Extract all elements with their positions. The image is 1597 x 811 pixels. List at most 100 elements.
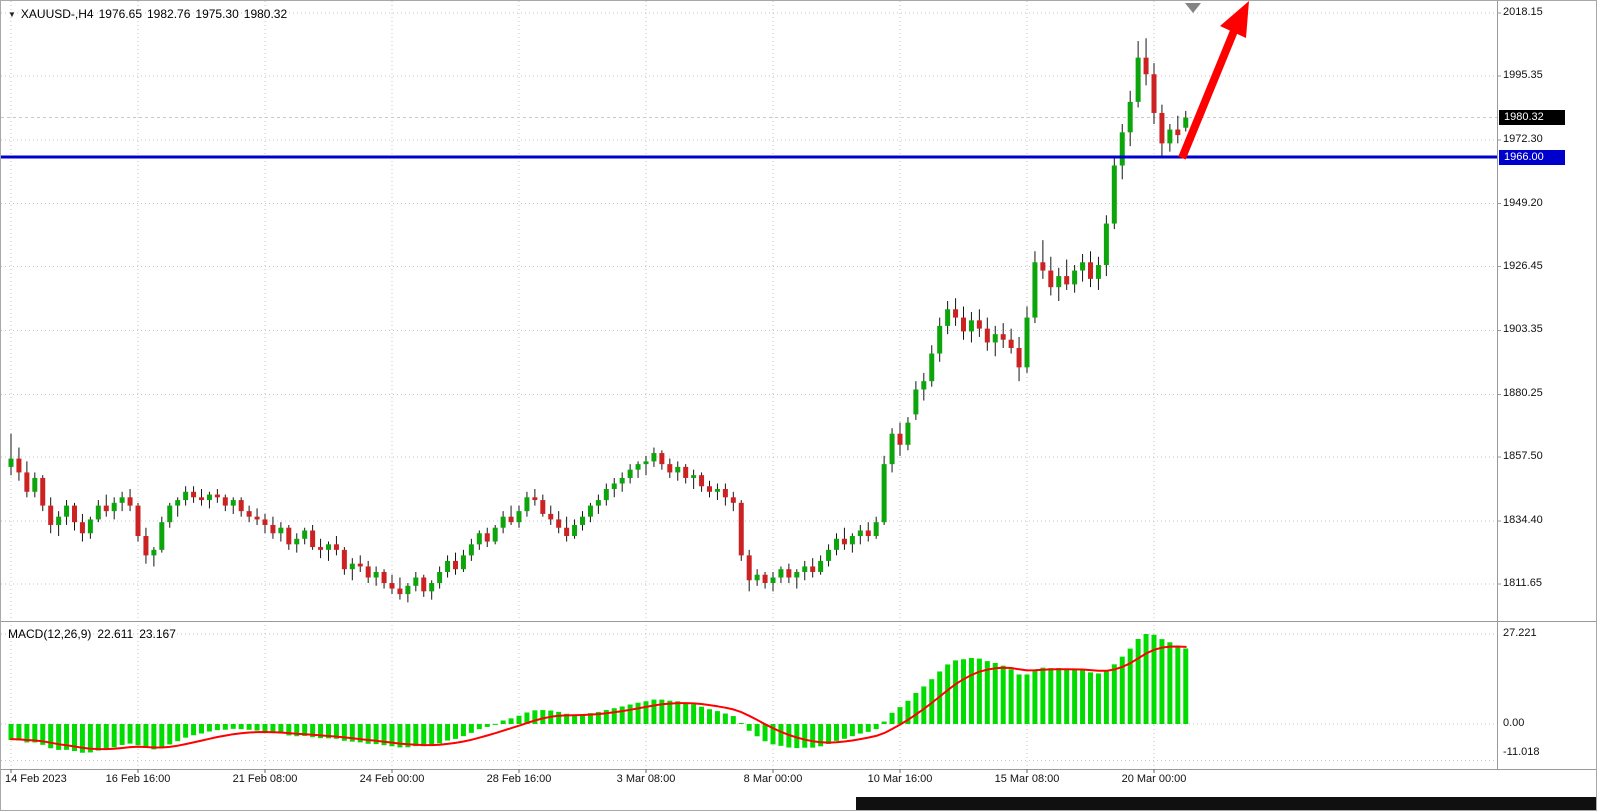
candle[interactable] [437, 566, 443, 589]
candle[interactable] [16, 447, 22, 481]
candle[interactable] [79, 513, 85, 542]
candle[interactable] [913, 381, 919, 420]
candle[interactable] [953, 298, 959, 326]
candle[interactable] [1103, 215, 1109, 277]
candle[interactable] [976, 309, 982, 337]
candle[interactable] [691, 469, 697, 490]
candle[interactable] [548, 505, 554, 525]
candle[interactable] [40, 475, 46, 512]
candle[interactable] [580, 511, 585, 531]
candle[interactable] [373, 566, 379, 586]
candle[interactable] [984, 317, 990, 351]
candle[interactable] [357, 555, 363, 572]
candle[interactable] [476, 530, 482, 550]
candle[interactable] [1040, 240, 1046, 279]
candle[interactable] [111, 497, 117, 520]
candles-layer[interactable] [8, 38, 1189, 603]
candle[interactable] [349, 558, 355, 581]
candle[interactable] [707, 480, 712, 498]
candle[interactable] [992, 325, 998, 357]
candle[interactable] [968, 312, 974, 343]
candle[interactable] [159, 516, 165, 553]
candle[interactable] [32, 472, 38, 498]
candle[interactable] [199, 489, 204, 506]
candle[interactable] [1072, 265, 1078, 293]
candle[interactable] [619, 472, 625, 492]
candle[interactable] [1016, 336, 1022, 382]
candle[interactable] [492, 524, 498, 545]
candle[interactable] [810, 558, 816, 578]
candle[interactable] [389, 574, 395, 595]
candle[interactable] [1175, 115, 1181, 144]
candle[interactable] [381, 569, 387, 589]
candle[interactable] [214, 489, 220, 503]
candle[interactable] [500, 511, 506, 534]
candle[interactable] [254, 508, 260, 525]
candle[interactable] [1167, 124, 1173, 152]
candle[interactable] [1135, 41, 1141, 108]
candle[interactable] [119, 491, 125, 512]
candle[interactable] [460, 549, 466, 572]
candle[interactable] [659, 450, 665, 470]
candle[interactable] [405, 583, 411, 603]
candle[interactable] [278, 522, 284, 542]
candle[interactable] [762, 571, 768, 589]
candle[interactable] [318, 538, 324, 559]
candle[interactable] [1064, 259, 1070, 290]
candle[interactable] [1119, 124, 1125, 180]
candle[interactable] [1008, 328, 1014, 354]
candle[interactable] [818, 555, 824, 575]
candle[interactable] [1024, 306, 1030, 373]
candle[interactable] [397, 577, 403, 600]
candle[interactable] [714, 483, 720, 501]
candle[interactable] [135, 502, 141, 542]
candle[interactable] [238, 497, 244, 517]
candle[interactable] [516, 505, 522, 528]
candle[interactable] [834, 533, 839, 556]
candle[interactable] [1143, 38, 1149, 86]
candle[interactable] [961, 306, 966, 340]
candle[interactable] [897, 422, 903, 456]
candle[interactable] [675, 461, 681, 481]
candle[interactable] [786, 563, 792, 584]
candle[interactable] [508, 505, 514, 525]
candle[interactable] [1080, 253, 1086, 282]
candle[interactable] [1151, 63, 1157, 125]
candle[interactable] [865, 522, 871, 542]
candle[interactable] [873, 516, 879, 539]
candle[interactable] [730, 491, 736, 512]
candle[interactable] [1056, 267, 1062, 301]
candle[interactable] [889, 428, 895, 473]
candle[interactable] [572, 519, 578, 539]
candle[interactable] [881, 455, 887, 525]
candle[interactable] [1183, 110, 1189, 132]
candle[interactable] [206, 491, 212, 509]
candle[interactable] [587, 502, 593, 523]
candle[interactable] [667, 458, 673, 478]
candle[interactable] [564, 516, 570, 542]
candle[interactable] [262, 513, 268, 534]
candle[interactable] [540, 494, 546, 517]
candle[interactable] [921, 372, 927, 401]
candle[interactable] [413, 571, 419, 592]
candle[interactable] [849, 533, 855, 553]
candle[interactable] [8, 433, 14, 476]
candle[interactable] [1127, 90, 1133, 147]
candle[interactable] [643, 455, 649, 476]
candle[interactable] [429, 580, 435, 600]
candle[interactable] [445, 555, 451, 578]
candle[interactable] [738, 500, 744, 561]
candle[interactable] [230, 497, 236, 514]
candle[interactable] [1159, 104, 1165, 158]
candle[interactable] [1088, 251, 1093, 288]
candle[interactable] [484, 527, 490, 548]
candle[interactable] [167, 502, 173, 528]
trend-arrow-object[interactable] [1178, 29, 1238, 160]
chart-collapse-icon[interactable]: ▼ [8, 10, 16, 19]
candle[interactable] [524, 491, 530, 517]
candle[interactable] [310, 524, 316, 550]
candle[interactable] [302, 527, 308, 545]
candle[interactable] [222, 494, 228, 512]
candle[interactable] [365, 560, 371, 584]
